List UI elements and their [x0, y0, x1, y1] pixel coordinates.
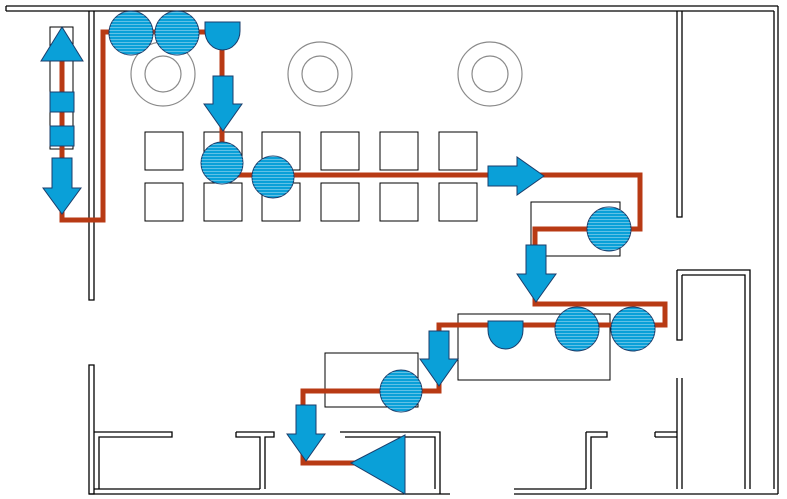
- square-table: [144, 131, 184, 171]
- square-table: [438, 131, 478, 171]
- operation-circle-icon: [554, 306, 600, 352]
- square-table: [320, 131, 360, 171]
- operation-circle-icon: [586, 206, 632, 252]
- wall-room-bottom-1: [94, 431, 173, 489]
- square-table: [203, 182, 243, 222]
- operation-circle-icon: [154, 10, 200, 56]
- wall-top: [6, 5, 778, 12]
- transport-arrow-down-icon: [286, 404, 326, 462]
- wall-right: [773, 6, 779, 494]
- square-table: [144, 182, 184, 222]
- inspection-square-icon: [49, 91, 75, 113]
- round-table-3: [457, 41, 523, 107]
- delay-d-icon: [487, 320, 524, 350]
- square-table: [379, 131, 419, 171]
- wall-room-bottom-2: [235, 431, 275, 489]
- wall-room-bottom-5: [654, 431, 677, 438]
- wall-interior-left: [88, 11, 95, 301]
- wall-room-right-lower: [676, 378, 683, 489]
- walls: [5, 5, 779, 495]
- operation-circle-icon: [251, 155, 295, 199]
- wall-room-bottom-3: [340, 431, 441, 494]
- operation-circle-icon: [379, 369, 423, 413]
- wall-room-bottom-4: [585, 431, 608, 489]
- flow-symbols: [40, 10, 656, 495]
- delay-d-icon: [204, 21, 241, 51]
- round-tables: [130, 41, 523, 107]
- transport-arrow-right-icon: [487, 156, 545, 196]
- round-table-2: [287, 41, 353, 107]
- transport-arrow-down-icon: [516, 244, 557, 303]
- wall-lower-left: [88, 364, 95, 495]
- transport-arrow-down-icon: [42, 157, 82, 215]
- operation-circle-icon: [108, 10, 154, 56]
- square-table: [379, 182, 419, 222]
- operation-circle-icon: [200, 141, 244, 185]
- square-table: [320, 182, 360, 222]
- square-table: [438, 182, 478, 222]
- wall-bottom-right: [514, 488, 778, 495]
- wall-room-right: [676, 269, 751, 489]
- wall-interior-right-upper: [676, 11, 683, 218]
- inspection-square-icon: [49, 125, 75, 147]
- storage-triangle-icon: [349, 434, 406, 495]
- storage-triangle-icon: [40, 26, 84, 62]
- operation-circle-icon: [610, 306, 656, 352]
- transport-arrow-down-icon: [203, 75, 243, 132]
- transport-arrow-down-icon: [419, 330, 459, 387]
- wall-bottom-left: [89, 488, 450, 495]
